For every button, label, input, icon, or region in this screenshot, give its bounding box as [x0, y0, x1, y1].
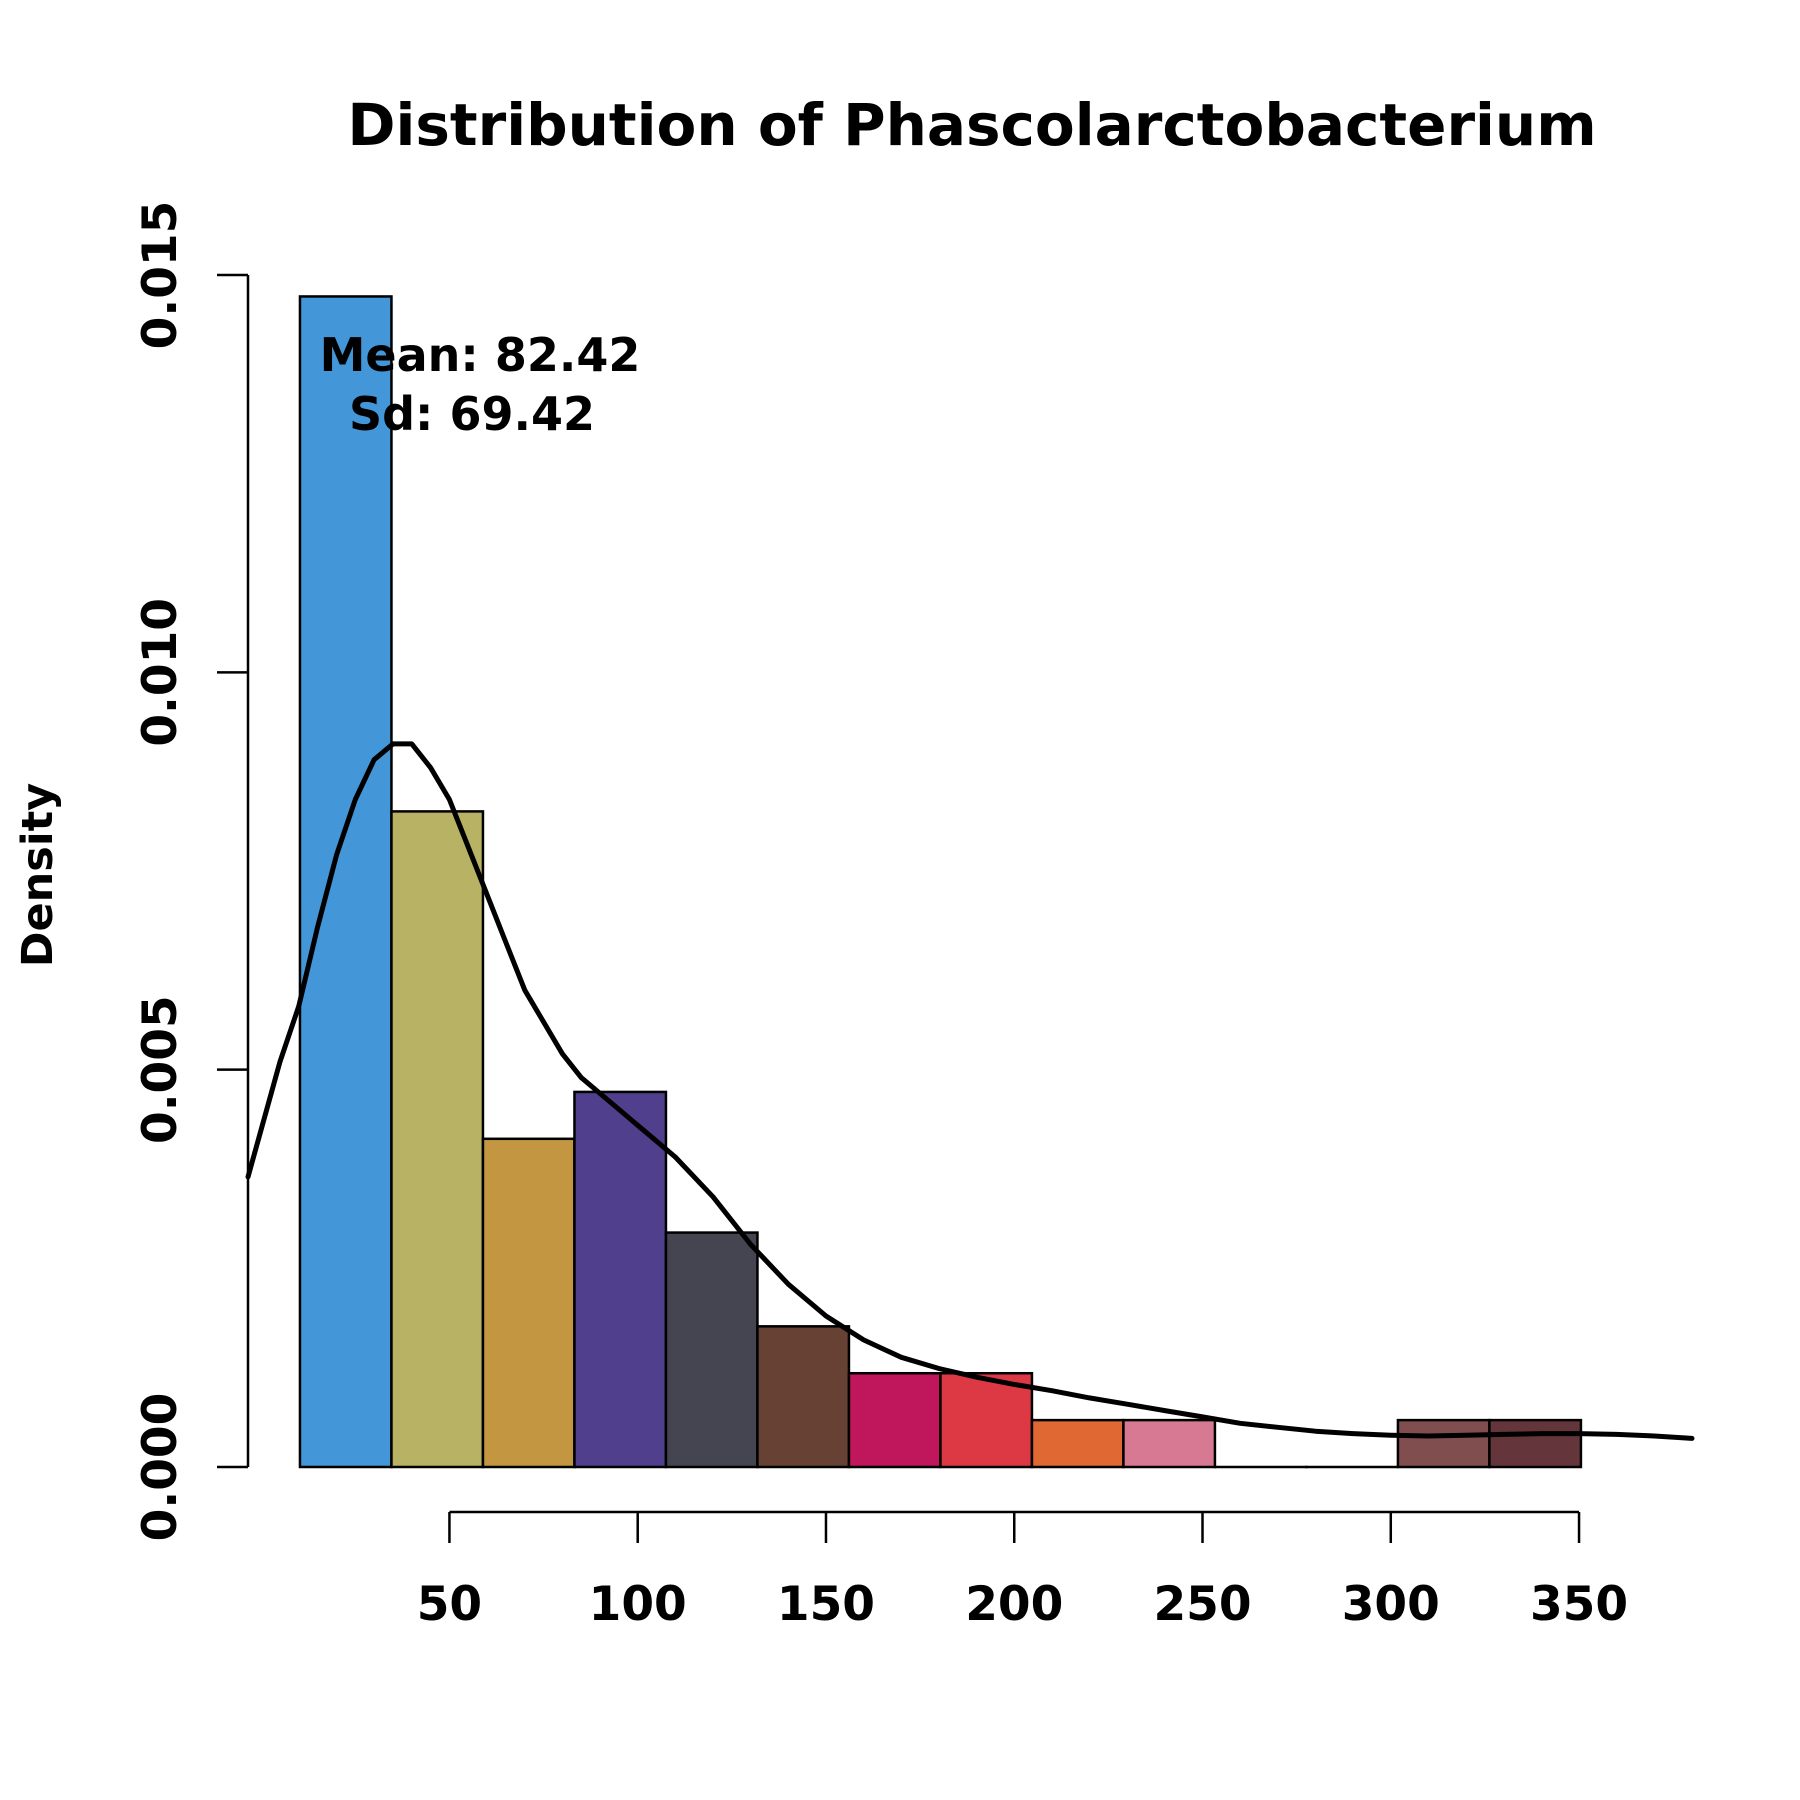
histogram-bar-13 [1488, 1418, 1583, 1469]
y-tick-label: 0.005 [133, 995, 188, 1144]
y-axis: 0.000 0.005 0.010 0.015 [133, 201, 250, 1542]
x-tick-label: 150 [777, 1577, 875, 1632]
y-tick-label: 0.000 [133, 1393, 188, 1542]
density-curve [245, 741, 1695, 1441]
histogram-bar-8 [1030, 1418, 1125, 1469]
x-tick-label: 250 [1153, 1577, 1251, 1632]
histogram-bar-9 [1122, 1418, 1217, 1469]
histogram-bar-6 [847, 1371, 942, 1469]
x-tick-label: 300 [1342, 1577, 1440, 1632]
mean-annotation: Mean: 82.42 [320, 328, 641, 382]
histogram-bar-12 [1396, 1418, 1491, 1469]
histogram-bar-5 [756, 1325, 851, 1469]
density-curve-layer [245, 741, 1695, 1441]
x-tick-label: 350 [1530, 1577, 1628, 1632]
histogram-bar-3 [573, 1090, 668, 1469]
histogram-bar-1 [390, 810, 485, 1469]
histogram-bar-0 [298, 295, 393, 1469]
y-axis-label: Density [13, 783, 63, 967]
histogram-bar-4 [664, 1231, 759, 1469]
sd-annotation: Sd: 69.42 [349, 387, 595, 441]
x-tick-label: 100 [589, 1577, 687, 1632]
chart-title: Distribution of Phascolarctobacterium [347, 91, 1596, 159]
histogram-bar-2 [481, 1137, 576, 1469]
x-tick-label: 200 [965, 1577, 1063, 1632]
histogram-bar-7 [939, 1371, 1034, 1469]
y-tick-label: 0.015 [133, 201, 188, 350]
x-axis: 50 100 150 200 250 300 350 [417, 1510, 1628, 1632]
histogram-bars [298, 295, 1583, 1469]
y-tick-label: 0.010 [133, 598, 188, 747]
x-tick-label: 50 [417, 1577, 482, 1632]
